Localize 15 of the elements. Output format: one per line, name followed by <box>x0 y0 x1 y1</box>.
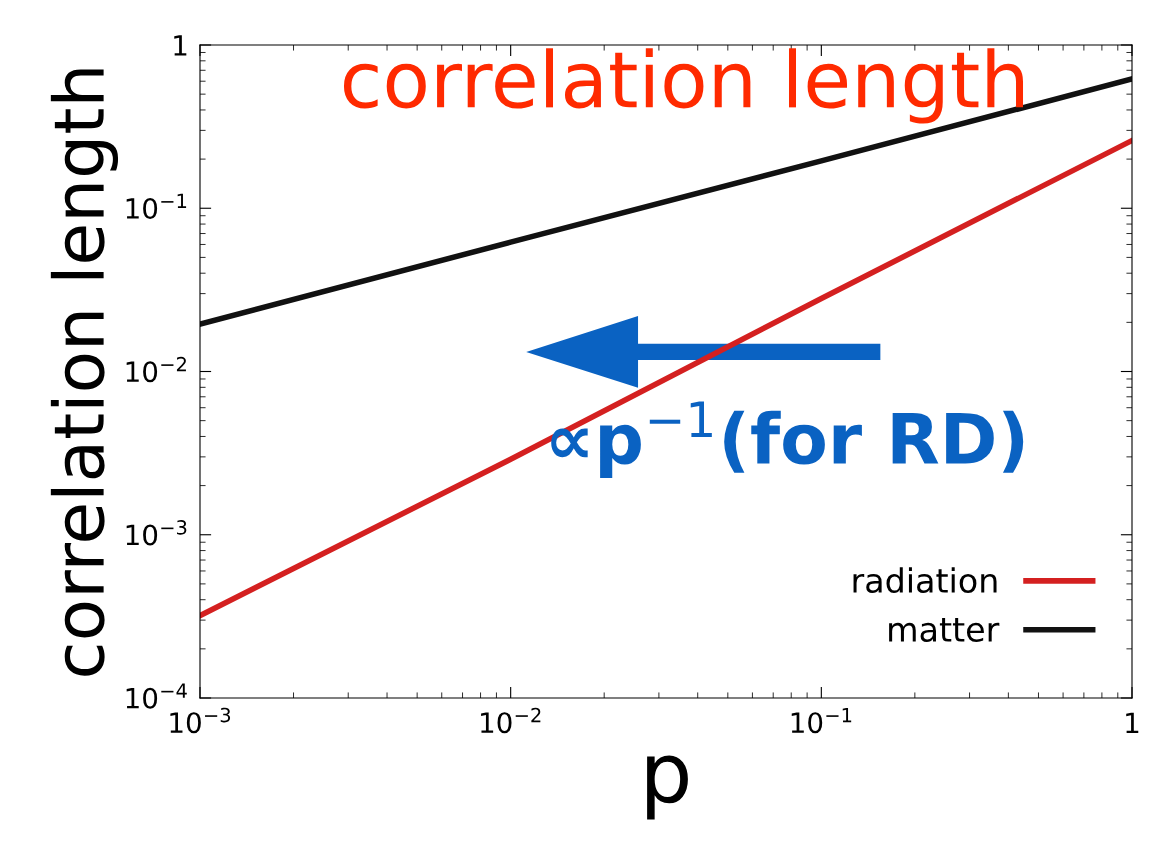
legend-label: matter <box>889 618 1000 642</box>
x-axis-title: p <box>647 755 688 820</box>
y-tick-label: 10$^{−1}$ <box>126 193 187 220</box>
x-tick-label: 10$^{−1}$ <box>791 708 852 734</box>
y-tick-label: 1 <box>174 35 187 56</box>
x-tick-label: 10$^{−3}$ <box>170 707 231 734</box>
y-tick-label: 10$^{−4}$ <box>126 683 187 709</box>
x-tick-label: 1 <box>1126 712 1139 733</box>
legend-label: radiation <box>853 567 997 594</box>
y-axis-title: correlation length <box>50 69 119 676</box>
y-tick-label: 10$^{−2}$ <box>126 356 186 383</box>
annotation: ∝p$^{−1}$(for RD) <box>551 401 1024 478</box>
y-tick-label: 10$^{−3}$ <box>126 520 187 546</box>
x-tick-label: 10$^{−2}$ <box>481 707 541 734</box>
chart-title: correlation length <box>343 48 1024 124</box>
